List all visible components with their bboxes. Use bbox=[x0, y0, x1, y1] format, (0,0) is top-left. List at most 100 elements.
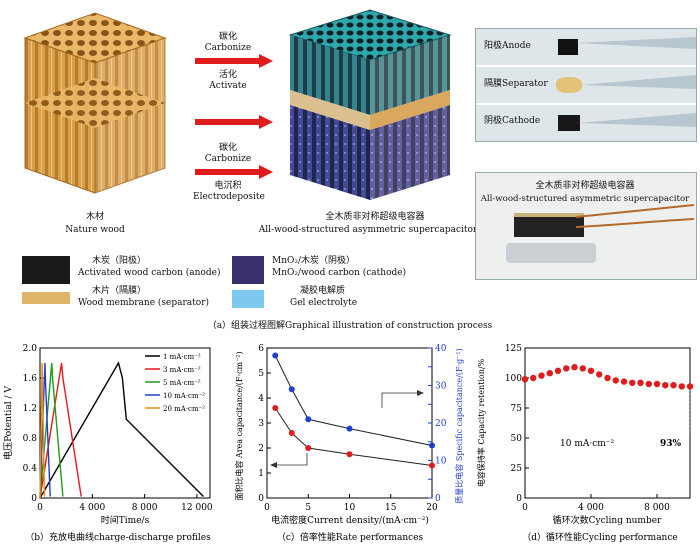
data-point bbox=[629, 379, 636, 386]
data-point bbox=[305, 445, 312, 451]
y-tick-label-left: 3 bbox=[258, 419, 264, 429]
legend-separator-en: Wood membrane (separator) bbox=[78, 298, 210, 308]
data-point bbox=[604, 374, 611, 382]
legend-label: 5 mA·cm⁻² bbox=[163, 379, 201, 387]
photo2-label-cn: 全木质非对称超级电容器 bbox=[535, 181, 635, 191]
x-axis-label: 电流密度Current density/(mA·cm⁻²) bbox=[271, 514, 429, 526]
y-tick-label: 100 bbox=[505, 374, 522, 384]
arrow2-top-en: Carbonize bbox=[204, 154, 252, 164]
photo-label-separator: 隔膜Separator bbox=[484, 79, 548, 89]
data-point bbox=[521, 376, 529, 383]
data-point bbox=[346, 425, 353, 432]
series-line-2 bbox=[39, 362, 82, 499]
y-tick-label: 1.2 bbox=[23, 404, 37, 414]
y-tick-label-left: 5 bbox=[258, 369, 264, 379]
arrow1-bottom-en: Activate bbox=[209, 81, 247, 91]
supercapacitor-illustration bbox=[288, 9, 452, 200]
electrode-photo bbox=[475, 28, 697, 142]
data-point bbox=[429, 462, 435, 469]
arrow1-bottom-cn: 活化 bbox=[218, 70, 237, 80]
arrow-right-icon bbox=[195, 54, 273, 68]
arrow-right-icon bbox=[417, 390, 424, 396]
arrow2-bottom-cn: 电沉积 bbox=[214, 181, 242, 191]
nature-wood-illustration bbox=[23, 12, 167, 194]
arrow2-bottom-en: Electrodeposite bbox=[193, 192, 265, 202]
caption-a: （a）组装过程图解Graphical illustration of const… bbox=[207, 321, 493, 331]
photo-label-cathode: 阴极Cathode bbox=[484, 116, 541, 126]
separator-sample bbox=[556, 77, 582, 93]
legend-cathode-cn: MnO₂/木炭（阴极） bbox=[272, 256, 356, 266]
legend-swatch-separator bbox=[22, 292, 70, 304]
y-tick-label-left: 0 bbox=[258, 494, 264, 504]
legend-swatch-electrolyte bbox=[232, 290, 264, 308]
arrow1-top-cn: 碳化 bbox=[218, 32, 237, 42]
data-point bbox=[678, 383, 685, 390]
cathode-sample bbox=[558, 115, 580, 131]
x-tick-label: 20 bbox=[426, 503, 438, 513]
right-axis-arrow bbox=[381, 392, 417, 408]
final-retention-label: 93% bbox=[660, 439, 682, 449]
arrow-right-icon bbox=[195, 165, 273, 179]
x-tick-label: 0 bbox=[264, 503, 270, 513]
y-tick-label: 1.6 bbox=[23, 374, 38, 384]
data-point bbox=[346, 451, 353, 458]
x-tick-label: 8 000 bbox=[644, 503, 670, 513]
chart-b: 0 0.4 0.8 1.2 1.6 2.0 0 4 000 8 000 12 000 1 mA·… bbox=[2, 344, 213, 543]
current-density-annotation: 10 mA·cm⁻² bbox=[560, 439, 615, 449]
y-axis-label: 电容保持率 Capacity retention/% bbox=[476, 358, 486, 487]
y-tick-label-left: 1 bbox=[258, 469, 264, 479]
data-point bbox=[546, 370, 553, 377]
x-tick-label: 15 bbox=[385, 503, 397, 513]
data-point bbox=[612, 377, 619, 384]
device-label-cn: 全木质非对称超级电容器 bbox=[325, 212, 425, 222]
y-tick-label-right: 10 bbox=[435, 457, 447, 467]
device-label-en: All-wood-structured asymmetric supercapa… bbox=[258, 225, 478, 235]
data-point bbox=[571, 364, 578, 371]
series-line-2 bbox=[274, 355, 433, 446]
data-point bbox=[662, 382, 669, 389]
left-axis-arrow bbox=[277, 453, 308, 466]
tweezers-icon bbox=[576, 37, 696, 127]
y-axis-label-left: 面积比电容 Area capacitance/(F·cm⁻²) bbox=[234, 351, 244, 500]
legend-swatch-cathode bbox=[232, 256, 264, 284]
arrow1-top-en: Carbonize bbox=[204, 43, 252, 53]
legend-label: 20 mA·cm⁻² bbox=[163, 405, 205, 413]
data-point bbox=[554, 367, 562, 374]
x-tick-label: 0 bbox=[37, 503, 43, 513]
plot-frame bbox=[266, 347, 433, 499]
data-point bbox=[272, 405, 279, 411]
data-point bbox=[538, 372, 545, 379]
caption-c: （c）倍率性能Rate performances bbox=[277, 531, 424, 543]
wood-label-en: Nature wood bbox=[65, 225, 125, 235]
y-tick-label-right: 30 bbox=[435, 382, 447, 392]
caption-b: （b）充放电曲线charge-discharge profiles bbox=[25, 531, 211, 543]
x-tick-label: 4 000 bbox=[578, 503, 604, 513]
y-tick-label: 75 bbox=[511, 404, 523, 414]
data-point bbox=[587, 367, 595, 374]
y-tick-label: 50 bbox=[511, 434, 523, 444]
x-tick-label: 10 bbox=[344, 503, 356, 513]
series-line-5 bbox=[39, 362, 46, 499]
device-photo bbox=[475, 172, 697, 280]
data-point bbox=[530, 374, 537, 382]
arrow-right-icon bbox=[195, 115, 273, 129]
x-tick-label: 12 000 bbox=[181, 503, 213, 513]
data-point bbox=[645, 380, 652, 388]
legend-anode-en: Activated wood carbon (anode) bbox=[78, 268, 221, 278]
plot-frame bbox=[39, 347, 211, 499]
caption-d: （d）循环性能Cycling performance bbox=[522, 531, 677, 543]
x-tick-label: 4 000 bbox=[79, 503, 105, 513]
data-point bbox=[686, 383, 694, 390]
chart-d: 0 25 50 75 100 125 0 4 000 8 000 10 mA·cm⁻² 93%… bbox=[476, 344, 694, 543]
arrow-left-icon bbox=[270, 462, 277, 468]
legend-swatch-anode bbox=[22, 256, 70, 284]
legend-electrolyte-cn: 凝胶电解质 bbox=[300, 286, 346, 296]
arrow2-top-cn: 碳化 bbox=[218, 143, 237, 153]
wire-icon bbox=[576, 204, 694, 228]
series-line-4 bbox=[39, 362, 51, 499]
data-point bbox=[429, 442, 435, 449]
y-tick-label: 25 bbox=[511, 464, 523, 474]
legend-cathode-en: MnO₂/wood carbon (cathode) bbox=[272, 268, 407, 278]
y-tick-label: 0.4 bbox=[23, 464, 38, 474]
y-tick-label-right: 0 bbox=[435, 494, 441, 504]
